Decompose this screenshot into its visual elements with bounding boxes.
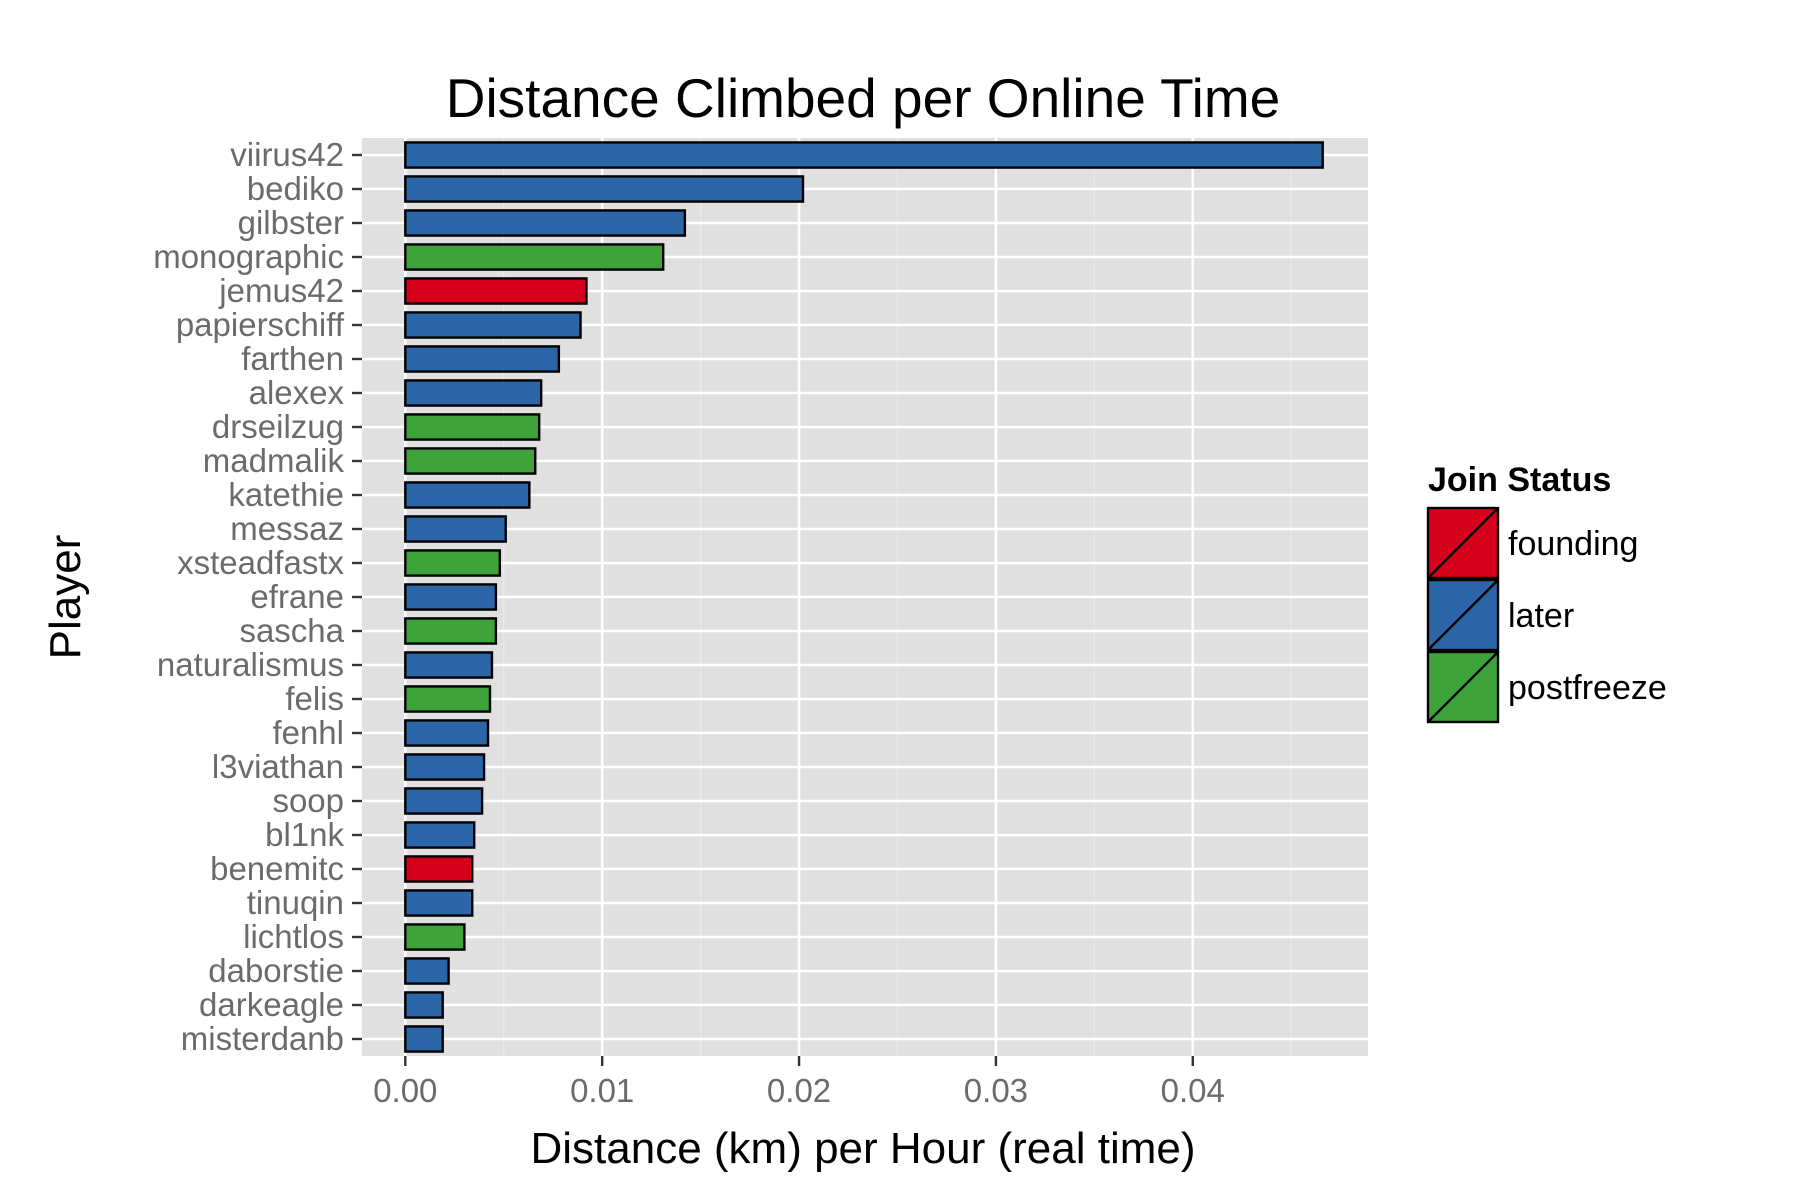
bar-gilbster: [404, 209, 687, 237]
bar-papierschiff: [404, 311, 582, 339]
bars: [404, 141, 1324, 1053]
y-axis: viirus42bedikogilbstermonographicjemus42…: [153, 136, 362, 1057]
y-tick-label: madmalik: [203, 442, 345, 479]
legend-label-founding: founding: [1508, 525, 1638, 563]
bar-tinuqin: [404, 889, 474, 917]
bar-l3viathan: [404, 753, 486, 781]
y-tick-label: fenhl: [272, 714, 344, 751]
bar-sascha: [404, 617, 498, 645]
x-tick-label: 0.02: [767, 1072, 831, 1109]
bar-bediko: [404, 175, 805, 203]
bar-madmalik: [404, 447, 537, 475]
bar-naturalismus: [404, 651, 494, 679]
bar-farthen: [404, 345, 561, 373]
bar-soop: [404, 787, 484, 815]
y-tick-label: papierschiff: [176, 306, 345, 343]
bar-bl1nk: [404, 821, 476, 849]
bar-lichtlos: [404, 923, 466, 951]
bar-jemus42: [404, 277, 588, 305]
y-tick-label: bl1nk: [265, 816, 344, 853]
bar-messaz: [404, 515, 507, 543]
y-tick-label: misterdanb: [181, 1020, 344, 1057]
bar-felis: [404, 685, 492, 713]
y-tick-label: tinuqin: [247, 884, 344, 921]
x-axis: 0.00 0.01 0.02 0.03 0.04: [373, 1056, 1225, 1109]
y-tick-label: darkeagle: [199, 986, 344, 1023]
x-tick-label: 0.00: [373, 1072, 437, 1109]
y-tick-label: xsteadfastx: [177, 544, 344, 581]
y-tick-label: sascha: [239, 612, 344, 649]
bar-efrane: [404, 583, 498, 611]
y-tick-label: viirus42: [230, 136, 344, 173]
legend-label-later: later: [1508, 597, 1574, 635]
y-tick-label: felis: [285, 680, 344, 717]
y-tick-label: jemus42: [218, 272, 344, 309]
legend: Join Status founding later postfreeze: [1426, 461, 1667, 724]
legend-key-founding: [1426, 506, 1500, 580]
y-tick-label: gilbster: [238, 204, 344, 241]
y-tick-label: monographic: [153, 238, 344, 275]
y-tick-label: l3viathan: [212, 748, 344, 785]
legend-key-later: [1426, 578, 1500, 652]
bar-darkeagle: [404, 991, 444, 1019]
y-tick-label: farthen: [241, 340, 344, 377]
y-tick-label: alexex: [249, 374, 345, 411]
x-axis-title: Distance (km) per Hour (real time): [530, 1124, 1195, 1173]
bar-daborstie: [404, 957, 450, 985]
bar-viirus42: [404, 141, 1324, 169]
y-tick-label: efrane: [250, 578, 344, 615]
y-tick-label: drseilzug: [212, 408, 344, 445]
y-tick-label: benemitc: [210, 850, 344, 887]
y-tick-label: messaz: [230, 510, 344, 547]
legend-title: Join Status: [1428, 461, 1611, 499]
y-tick-label: katethie: [228, 476, 344, 513]
y-tick-label: soop: [272, 782, 344, 819]
chart-title: Distance Climbed per Online Time: [446, 67, 1281, 129]
bar-misterdanb: [404, 1025, 444, 1053]
x-tick-label: 0.04: [1161, 1072, 1225, 1109]
y-tick-label: lichtlos: [243, 918, 344, 955]
y-tick-label: bediko: [247, 170, 344, 207]
legend-label-postfreeze: postfreeze: [1508, 669, 1667, 707]
bar-benemitc: [404, 855, 474, 883]
bar-fenhl: [404, 719, 490, 747]
y-tick-label: daborstie: [208, 952, 344, 989]
x-tick-label: 0.01: [570, 1072, 634, 1109]
bar-katethie: [404, 481, 531, 509]
bar-alexex: [404, 379, 543, 407]
x-tick-label: 0.03: [964, 1072, 1028, 1109]
bar-monographic: [404, 243, 665, 271]
bar-drseilzug: [404, 413, 541, 441]
legend-key-postfreeze: [1426, 650, 1500, 724]
y-axis-title: Player: [41, 535, 90, 660]
bar-xsteadfastx: [404, 549, 502, 577]
y-tick-label: naturalismus: [157, 646, 344, 683]
